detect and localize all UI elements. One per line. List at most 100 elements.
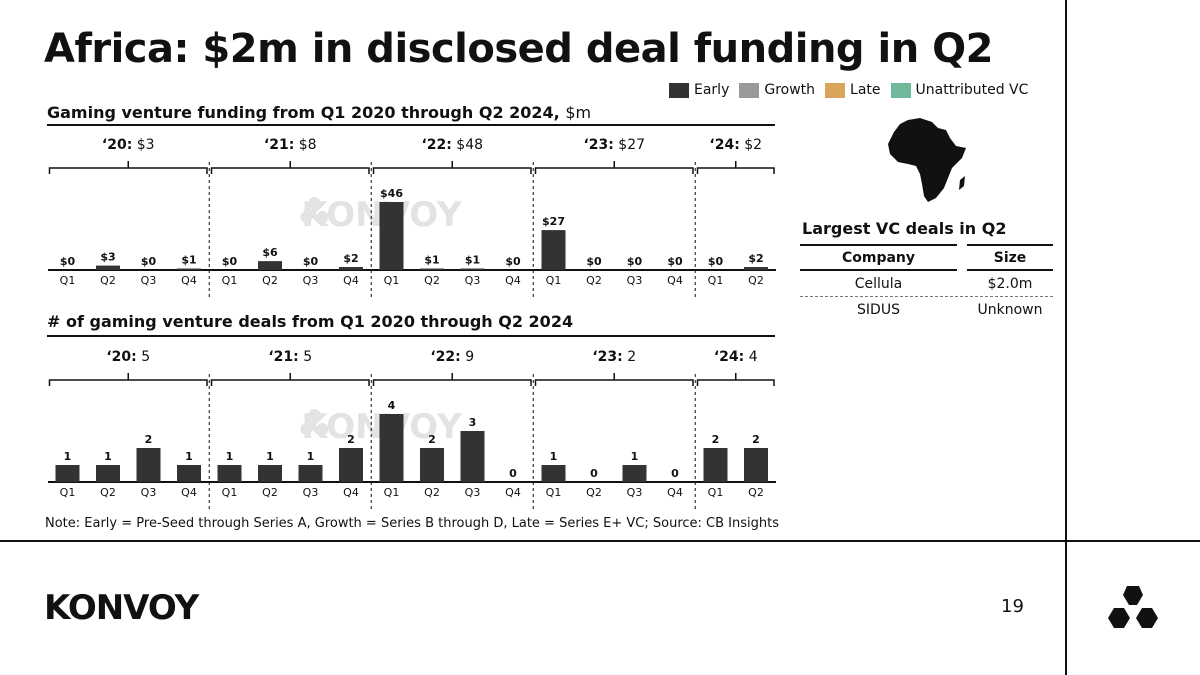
x-tick-label: Q4 (667, 486, 683, 499)
bar (258, 465, 282, 482)
year-label: ‘24: (714, 349, 744, 365)
x-tick-label: Q2 (586, 486, 602, 499)
data-label: 1 (64, 450, 72, 463)
year-bracket (48, 161, 208, 174)
data-label: 1 (631, 450, 639, 463)
page-number: 19 (1001, 596, 1024, 617)
deals-count-chart: KONVOY‘20: 5‘21: 5‘22: 9‘23: 2‘24: 41Q11… (48, 349, 776, 512)
data-label: $6 (262, 246, 278, 259)
funding-chart-title-text: Gaming venture funding from Q1 2020 thro… (47, 103, 560, 122)
data-label: $2 (748, 252, 763, 265)
year-group-label: ‘24: $2 (709, 137, 762, 153)
year-bracket (534, 373, 694, 386)
year-total: 5 (137, 349, 150, 365)
bar (55, 465, 80, 482)
funding-chart-rule (47, 124, 775, 126)
deal-size: Unknown (977, 302, 1043, 318)
bar (379, 414, 404, 482)
data-label: $0 (303, 255, 319, 268)
year-group-label: ‘22: $48 (421, 137, 483, 153)
x-tick-label: Q3 (303, 274, 319, 287)
year-total: $8 (294, 137, 316, 153)
data-label: 2 (145, 433, 153, 446)
bar (339, 267, 363, 270)
x-tick-label: Q2 (262, 274, 278, 287)
legend-item-growth: Growth (739, 82, 815, 98)
legend-label-growth: Growth (764, 82, 816, 98)
deals-header-size: Size (967, 244, 1053, 271)
year-total: 4 (744, 349, 757, 365)
x-tick-label: Q2 (586, 274, 602, 287)
year-group-label: ‘24: 4 (714, 349, 758, 365)
bar (136, 448, 161, 482)
data-label: $0 (627, 255, 643, 268)
x-tick-label: Q3 (141, 486, 157, 499)
data-label: 4 (388, 399, 396, 412)
x-tick-label: Q1 (384, 486, 400, 499)
legend-label-unattributed: Unattributed VC (915, 82, 1029, 98)
year-bracket (372, 373, 532, 386)
watermark-mark-icon (300, 423, 313, 435)
data-label: $27 (542, 215, 565, 228)
legend-item-unattributed: Unattributed VC (890, 82, 1029, 98)
x-tick-label: Q2 (100, 274, 116, 287)
data-label: $1 (181, 254, 196, 267)
x-tick-label: Q3 (303, 486, 319, 499)
year-label: ‘21: (264, 137, 294, 153)
x-tick-label: Q4 (505, 486, 521, 499)
watermark-mark-icon (300, 211, 313, 223)
x-tick-label: Q1 (60, 486, 76, 499)
data-label: $0 (667, 255, 683, 268)
table-row: SIDUS Unknown (800, 297, 1053, 322)
source-note: Note: Early = Pre-Seed through Series A,… (45, 516, 780, 531)
legend-item-early: Early (669, 82, 729, 98)
bar (460, 431, 485, 482)
deal-company: SIDUS (857, 302, 900, 318)
bar (703, 448, 728, 482)
bar (744, 448, 768, 482)
bar (96, 465, 120, 482)
data-label: $0 (222, 255, 238, 268)
x-tick-label: Q2 (424, 274, 440, 287)
year-group-label: ‘22: 9 (430, 349, 474, 365)
year-label: ‘23: (592, 349, 622, 365)
legend-swatch-late (825, 82, 846, 98)
data-label: 2 (428, 433, 436, 446)
data-label: 1 (185, 450, 193, 463)
year-label: ‘24: (709, 137, 739, 153)
deals-table-header: Company Size (800, 244, 1053, 271)
funding-chart-unit: $m (565, 103, 592, 122)
year-bracket (696, 373, 775, 386)
x-tick-label: Q3 (141, 274, 157, 287)
bar (177, 268, 201, 270)
bar (339, 448, 363, 482)
konvoy-logo: KONVOY (44, 588, 199, 628)
footer-divider (0, 540, 1200, 542)
konvoy-mark-icon (1108, 586, 1158, 628)
year-total: 9 (461, 349, 474, 365)
x-tick-label: Q1 (384, 274, 400, 287)
year-label: ‘20: (106, 349, 136, 365)
bar (744, 267, 768, 270)
x-tick-label: Q2 (262, 486, 278, 499)
x-tick-label: Q1 (222, 486, 238, 499)
bar (420, 448, 444, 482)
year-total: 5 (299, 349, 312, 365)
year-bracket (372, 161, 532, 174)
data-label: $0 (708, 255, 724, 268)
data-label: $1 (424, 254, 439, 267)
year-group-label: ‘21: 5 (268, 349, 312, 365)
legend-swatch-early (669, 82, 689, 98)
bar (258, 261, 282, 270)
deal-company: Cellula (854, 276, 903, 292)
year-group-label: ‘23: 2 (592, 349, 636, 365)
bar (622, 465, 647, 482)
bar (420, 268, 444, 270)
x-tick-label: Q1 (222, 274, 238, 287)
data-label: $0 (60, 255, 76, 268)
deal-size: $2.0m (987, 276, 1033, 292)
year-label: ‘20: (102, 137, 132, 153)
data-label: $46 (380, 187, 403, 200)
x-tick-label: Q3 (627, 486, 643, 499)
x-tick-label: Q4 (505, 274, 521, 287)
